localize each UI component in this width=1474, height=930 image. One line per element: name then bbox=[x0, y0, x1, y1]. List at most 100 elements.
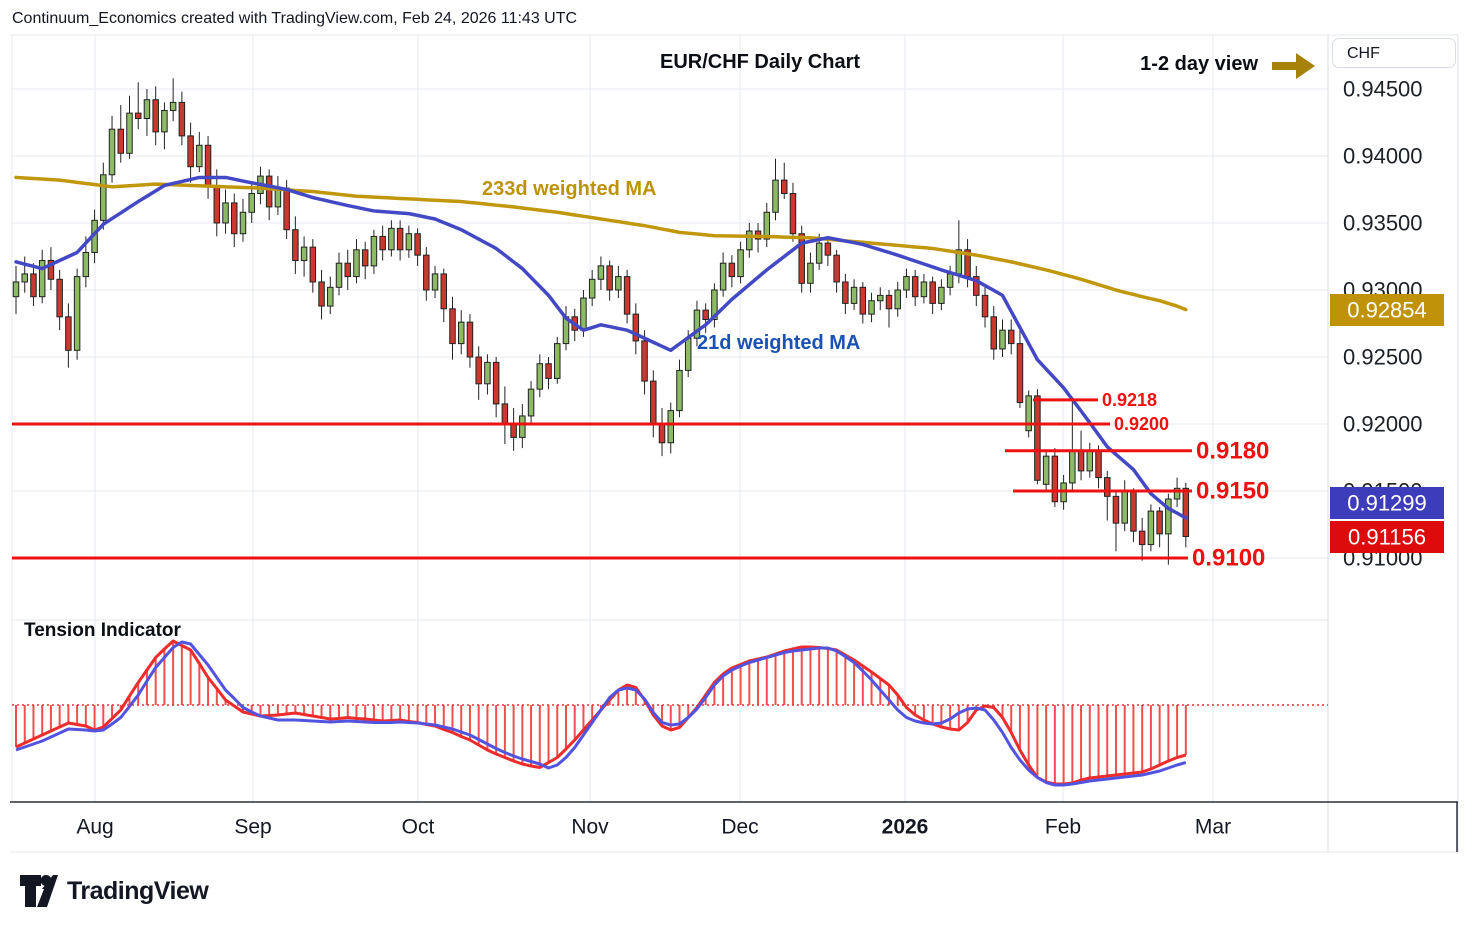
candle-down bbox=[178, 101, 186, 137]
candle-down bbox=[379, 235, 386, 251]
candle-up bbox=[370, 235, 378, 267]
candle-down bbox=[318, 281, 325, 307]
candle-up bbox=[1173, 487, 1181, 500]
time-axis-label: Mar bbox=[1195, 816, 1231, 839]
price-tick-label: 0.92500 bbox=[1343, 345, 1423, 370]
candle-up bbox=[248, 193, 255, 213]
candle-down bbox=[30, 273, 37, 298]
ma21-label: 21d weighted MA bbox=[697, 332, 861, 354]
candle-down bbox=[728, 262, 736, 278]
candle-up bbox=[21, 273, 28, 283]
candle-up bbox=[746, 230, 753, 251]
time-axis-label: Aug bbox=[76, 816, 113, 839]
time-axis-label: Nov bbox=[571, 816, 609, 839]
candle-down bbox=[545, 363, 552, 379]
price-badge-value: 0.91299 bbox=[1347, 491, 1427, 516]
level-label: 0.9100 bbox=[1192, 545, 1265, 572]
candle-down bbox=[885, 294, 893, 310]
arrow-right-icon bbox=[1272, 49, 1316, 88]
candle-up bbox=[335, 262, 343, 288]
candle-up bbox=[693, 309, 701, 339]
candle-down bbox=[204, 144, 212, 186]
tension-indicator-pane[interactable] bbox=[12, 639, 1328, 787]
candle-down bbox=[859, 286, 867, 315]
candle-up bbox=[405, 233, 413, 251]
candle-down bbox=[1095, 450, 1102, 479]
candle-down bbox=[973, 276, 980, 296]
ma-21d-line[interactable] bbox=[14, 175, 1188, 520]
grid-lines bbox=[12, 35, 1328, 802]
candle-down bbox=[449, 308, 456, 345]
candle-down bbox=[780, 179, 788, 195]
candle-down bbox=[309, 246, 317, 283]
candle-down bbox=[842, 281, 849, 304]
candle-up bbox=[999, 329, 1006, 350]
candle-down bbox=[824, 242, 832, 256]
candle-down bbox=[65, 316, 72, 351]
time-axis[interactable]: Aug Sep Oct Nov Dec 2026 Feb Mar bbox=[76, 816, 1231, 839]
candle-down bbox=[396, 227, 404, 251]
candle-up bbox=[484, 361, 491, 385]
candle-down bbox=[117, 128, 125, 154]
candle-up bbox=[597, 265, 605, 280]
candle-up bbox=[850, 286, 858, 304]
candle-down bbox=[475, 356, 482, 385]
level-label: 0.9218 bbox=[1102, 390, 1157, 410]
candle-up bbox=[327, 286, 334, 307]
candle-up bbox=[588, 278, 596, 299]
candle-up bbox=[737, 249, 744, 278]
candle-up bbox=[1147, 510, 1155, 546]
price-badge: 0.91299 bbox=[1330, 487, 1444, 519]
candle-up bbox=[763, 211, 771, 240]
candlestick-series[interactable] bbox=[12, 78, 1190, 565]
price-tick-label: 0.93500 bbox=[1343, 211, 1423, 236]
tradingview-logo[interactable]: TradingView bbox=[20, 872, 209, 910]
candle-up bbox=[903, 276, 910, 291]
candle-down bbox=[833, 254, 840, 283]
price-badge-bg bbox=[1330, 521, 1444, 553]
candle-up bbox=[946, 273, 954, 288]
candle-up bbox=[580, 297, 587, 331]
candle-up bbox=[527, 388, 535, 417]
price-badge-value: 0.91156 bbox=[1348, 525, 1426, 550]
candle-down bbox=[990, 316, 998, 350]
candle-up bbox=[1069, 450, 1076, 484]
level-label: 0.9200 bbox=[1114, 414, 1169, 434]
candle-up bbox=[1165, 498, 1172, 535]
candle-down bbox=[1138, 530, 1146, 546]
view-note-label: 1-2 day view bbox=[1140, 53, 1258, 75]
candle-up bbox=[1121, 490, 1128, 524]
support-resistance-levels[interactable]: 0.9218 0.9200 0.9180 0.9150 0.9100 bbox=[12, 390, 1269, 572]
candle-down bbox=[344, 262, 351, 278]
candle-down bbox=[1130, 490, 1137, 532]
ma-233d-line[interactable] bbox=[14, 175, 1188, 312]
price-scale[interactable]: 0.945000.940000.935000.930000.925000.920… bbox=[1330, 77, 1444, 571]
candle-down bbox=[1077, 450, 1085, 472]
candle-down bbox=[134, 112, 142, 119]
candle-down bbox=[1104, 477, 1111, 497]
price-badge: 0.91156 bbox=[1330, 521, 1444, 553]
candle-down bbox=[187, 135, 194, 168]
tradingview-logo-icon bbox=[20, 875, 58, 907]
candle-down bbox=[283, 187, 290, 231]
candle-up bbox=[457, 321, 465, 345]
price-tick-label: 0.92000 bbox=[1343, 412, 1423, 437]
candle-up bbox=[554, 343, 561, 379]
candle-up bbox=[868, 300, 875, 315]
candle-up bbox=[126, 112, 133, 154]
price-badge-value: 0.92854 bbox=[1347, 298, 1427, 323]
price-badge-bg bbox=[1330, 487, 1444, 519]
candle-up bbox=[815, 242, 823, 264]
candle-up bbox=[536, 363, 544, 390]
candle-up bbox=[161, 109, 168, 133]
ma233-label: 233d weighted MA bbox=[482, 178, 657, 200]
candle-up bbox=[431, 273, 439, 291]
candle-up bbox=[684, 337, 692, 371]
tension-blue-line bbox=[15, 640, 1187, 787]
candle-up bbox=[1042, 455, 1050, 485]
candle-up bbox=[388, 227, 395, 251]
candle-down bbox=[361, 249, 369, 267]
candle-up bbox=[82, 251, 90, 278]
